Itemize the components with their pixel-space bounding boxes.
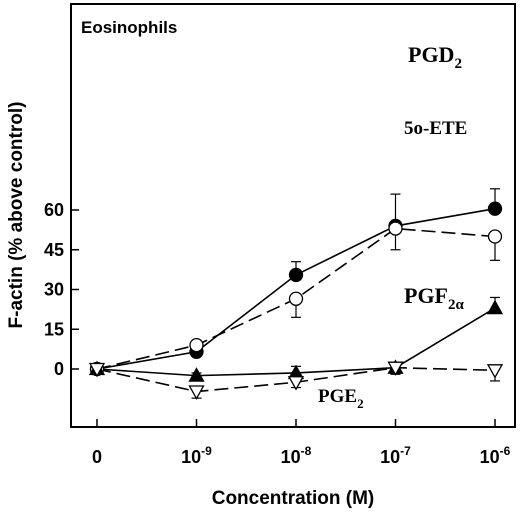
y-tick-label: 30 bbox=[44, 280, 64, 300]
error-bars bbox=[191, 188, 500, 399]
series-label: PGF2α bbox=[404, 283, 465, 313]
y-tick-label: 45 bbox=[44, 240, 64, 260]
x-tick-label: 10-8 bbox=[281, 444, 312, 467]
data-point bbox=[288, 291, 304, 306]
y-axis-label: F-actin (% above control) bbox=[6, 102, 27, 329]
data-point bbox=[486, 299, 504, 315]
data-point bbox=[487, 229, 503, 244]
y-tick-label: 60 bbox=[44, 200, 64, 220]
y-tick-label: 0 bbox=[54, 359, 64, 379]
data-point bbox=[486, 364, 504, 379]
data-point bbox=[88, 362, 106, 378]
x-tick-label: 10-7 bbox=[380, 444, 411, 467]
series-label: 5o-ETE bbox=[404, 118, 467, 139]
data-point bbox=[387, 361, 404, 377]
x-tick-label: 0 bbox=[92, 447, 102, 467]
data-point bbox=[188, 367, 205, 382]
y-tick-label: 15 bbox=[44, 319, 64, 339]
data-point bbox=[388, 221, 403, 236]
x-tick-label: 10-6 bbox=[480, 444, 511, 467]
series-labels: PGD2 5o-ETE PGF2α PGE2 bbox=[318, 42, 467, 411]
x-tick-label: 10-9 bbox=[181, 444, 212, 467]
data-point bbox=[288, 267, 304, 283]
data-point bbox=[287, 376, 305, 391]
data-point bbox=[487, 201, 503, 216]
x-axis: 0 10-9 10-8 10-7 10-6 bbox=[92, 419, 511, 467]
data-point bbox=[189, 337, 204, 353]
panel-label: Eosinophils bbox=[81, 18, 177, 37]
x-axis-label: Concentration (M) bbox=[212, 488, 375, 509]
markers bbox=[88, 201, 504, 400]
plot-frame bbox=[70, 3, 516, 428]
data-point bbox=[188, 385, 205, 400]
series-label: PGE2 bbox=[318, 386, 364, 411]
y-axis: 0 15 30 45 60 bbox=[44, 200, 79, 379]
series-label: PGD2 bbox=[408, 42, 462, 72]
